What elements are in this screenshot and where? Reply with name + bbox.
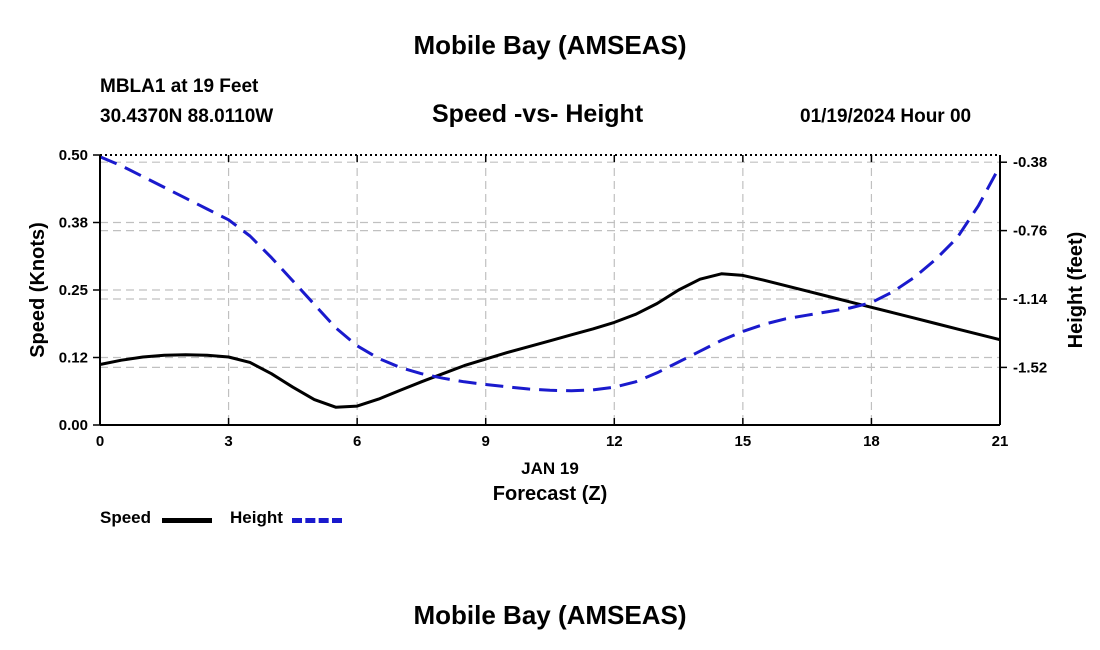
y-tick-label: 0.38: [59, 215, 88, 232]
station-coordinates: 30.4370N 88.0110W: [100, 106, 274, 127]
chart-title: Speed -vs- Height: [432, 100, 644, 128]
y2-tick-label: -1.52: [1013, 359, 1047, 376]
y-axis-title: Speed (Knots): [27, 222, 49, 358]
y-tick-label: 0.50: [59, 147, 88, 164]
forecast-datetime: 01/19/2024 Hour 00: [800, 106, 972, 127]
page-title: Mobile Bay (AMSEAS): [413, 30, 687, 60]
x-tick-label: 0: [96, 433, 104, 450]
x-axis-date-label: JAN 19: [521, 459, 579, 478]
y-tick-label: 0.25: [59, 282, 88, 299]
x-tick-label: 15: [735, 433, 752, 450]
legend-label-speed: Speed: [100, 508, 152, 527]
station-label: MBLA1 at 19 Feet: [100, 76, 259, 97]
x-tick-label: 6: [353, 433, 361, 450]
x-tick-label: 9: [482, 433, 490, 450]
x-tick-label: 21: [992, 433, 1009, 450]
y2-axis-title: Height (feet): [1065, 232, 1087, 349]
y-tick-label: 0.00: [59, 417, 88, 434]
legend-swatch-speed: [162, 518, 212, 523]
y2-tick-label: -0.38: [1013, 154, 1047, 171]
chart-ticks: 0 3 6 9 12 15 18 21 0.00 0.12 0.25 0.38 0.50 -1.52 -1.…: [59, 147, 1048, 450]
x-tick-label: 3: [224, 433, 232, 450]
footer-title: Mobile Bay (AMSEAS): [413, 600, 687, 630]
legend-label-height: Height: [230, 508, 283, 527]
chart-series-layer: [99, 155, 1002, 409]
series-line-height: [99, 155, 1002, 393]
chart-labels: Speed (Knots) Height (feet) JAN 19 Forec…: [27, 222, 1087, 505]
y2-tick-label: -0.76: [1013, 223, 1047, 240]
y-tick-label: 0.12: [59, 350, 88, 367]
y2-tick-label: -1.14: [1013, 291, 1048, 308]
legend-swatch-height: [292, 518, 342, 523]
series-line-speed: [99, 272, 1001, 409]
x-tick-label: 12: [606, 433, 623, 450]
x-tick-label: 18: [863, 433, 880, 450]
chart-frame: [99, 154, 1001, 426]
x-axis-title: Forecast (Z): [493, 483, 607, 505]
chart-grid: [100, 155, 1000, 425]
